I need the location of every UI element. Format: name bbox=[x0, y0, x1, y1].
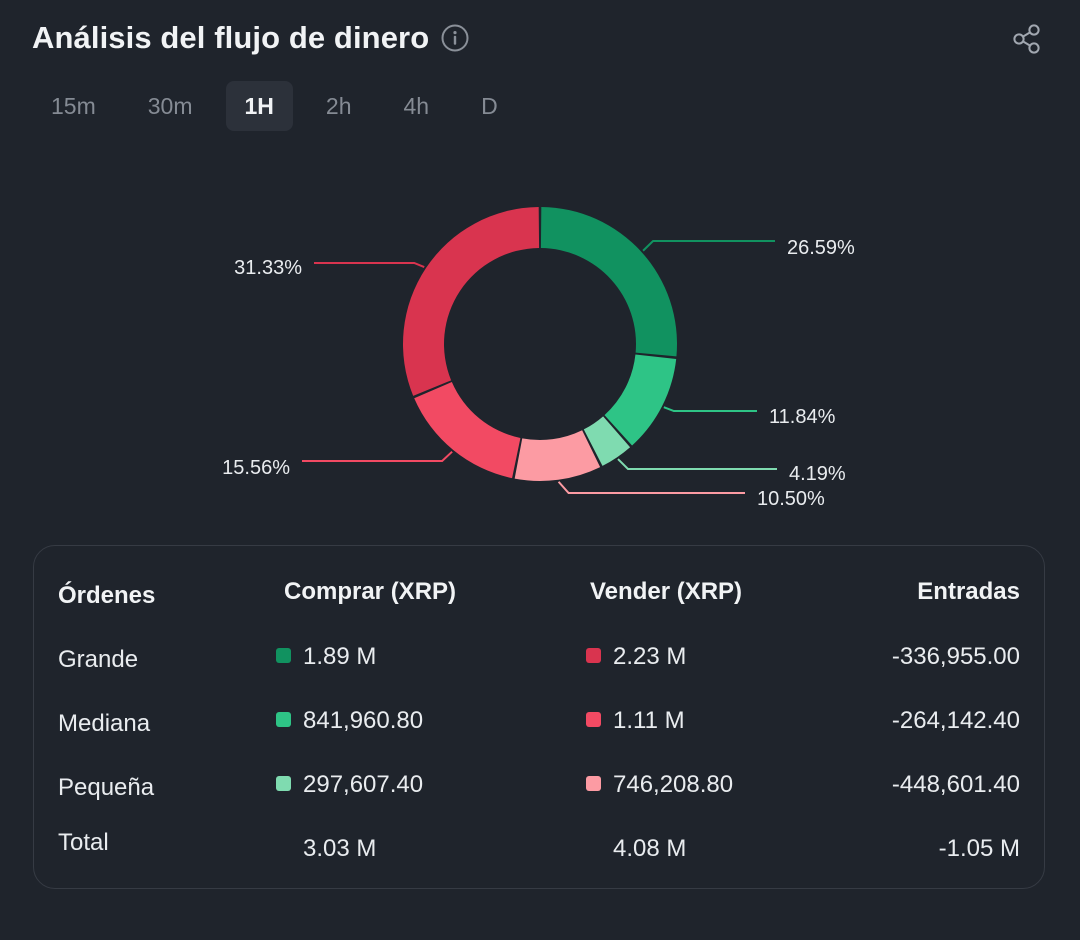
slice-label-2: 4.19% bbox=[789, 463, 846, 485]
sell-total-value: 4.08 M bbox=[613, 835, 687, 862]
info-circle-icon[interactable] bbox=[441, 24, 469, 52]
row-label-mediana: Mediana bbox=[58, 710, 151, 737]
orders-column-header: Órdenes bbox=[58, 582, 156, 609]
sell-medium-swatch bbox=[586, 712, 601, 727]
tab-d[interactable]: D bbox=[481, 92, 498, 119]
buy-large-value: 1.89 M bbox=[276, 643, 376, 671]
tab-30m[interactable]: 30m bbox=[147, 92, 193, 119]
inflow-small-value: -448,601.40 bbox=[891, 771, 1020, 798]
buy-large-text: 1.89 M bbox=[303, 643, 377, 670]
leader-line-0 bbox=[642, 240, 775, 252]
donut-slice-1[interactable] bbox=[604, 354, 677, 446]
donut-slice-4[interactable] bbox=[414, 382, 521, 479]
page-title: Análisis del flujo de dinero bbox=[32, 20, 430, 55]
leader-line-2 bbox=[617, 458, 777, 470]
inflow-column-header: Entradas bbox=[917, 578, 1020, 605]
inflow-medium-value: -264,142.40 bbox=[891, 707, 1020, 734]
sell-medium-value: 1.11 M bbox=[586, 707, 685, 735]
sell-small-swatch bbox=[586, 776, 601, 791]
header: Análisis del flujo de dinero bbox=[32, 14, 469, 62]
sell-large-value: 2.23 M bbox=[586, 643, 686, 671]
donut-slice-3[interactable] bbox=[514, 430, 601, 481]
timeframe-tabs: 15m 30m 1H 2h 4h D bbox=[32, 81, 531, 131]
inflow-large-value: -336,955.00 bbox=[891, 643, 1020, 670]
tab-4h[interactable]: 4h bbox=[403, 92, 430, 119]
buy-small-text: 297,607.40 bbox=[303, 771, 424, 798]
slice-label-1: 11.84% bbox=[769, 406, 836, 428]
buy-large-swatch bbox=[276, 648, 291, 663]
inflow-total-value: -1.05 M bbox=[938, 835, 1020, 862]
leader-line-5 bbox=[314, 262, 425, 268]
row-label-pequena: Pequeña bbox=[58, 774, 155, 801]
leader-line-4 bbox=[302, 450, 453, 462]
row-label-total: Total bbox=[58, 829, 109, 856]
leader-line-1 bbox=[663, 406, 757, 412]
tab-15m[interactable]: 15m bbox=[51, 92, 96, 119]
row-label-grande: Grande bbox=[58, 646, 139, 673]
buy-medium-swatch bbox=[276, 712, 291, 727]
buy-medium-text: 841,960.80 bbox=[303, 707, 424, 734]
slice-label-5: 31.33% bbox=[234, 257, 302, 279]
tab-1h[interactable]: 1H bbox=[225, 81, 293, 131]
tab-2h[interactable]: 2h bbox=[325, 92, 352, 119]
slice-label-4: 15.56% bbox=[222, 457, 290, 479]
buy-total-value: 3.03 M bbox=[303, 835, 377, 862]
sell-small-text: 746,208.80 bbox=[613, 771, 734, 798]
sell-column-header: Vender (XRP) bbox=[590, 578, 743, 605]
share-icon[interactable] bbox=[1008, 20, 1046, 58]
buy-medium-value: 841,960.80 bbox=[276, 707, 423, 735]
donut-slice-0[interactable] bbox=[540, 207, 677, 357]
sell-small-value: 746,208.80 bbox=[586, 771, 733, 799]
slice-label-3: 10.50% bbox=[757, 488, 825, 510]
donut-slice-5[interactable] bbox=[403, 207, 540, 396]
leader-line-3 bbox=[557, 481, 745, 494]
slice-label-0: 26.59% bbox=[787, 237, 855, 259]
sell-large-text: 2.23 M bbox=[613, 643, 687, 670]
buy-small-value: 297,607.40 bbox=[276, 771, 423, 799]
buy-column-header: Comprar (XRP) bbox=[284, 578, 457, 605]
money-flow-donut-chart: 26.59% 11.84% 4.19% 10.50% 15.56% 31.33% bbox=[222, 207, 855, 510]
sell-medium-text: 1.11 M bbox=[613, 707, 685, 734]
donut-slice-2[interactable] bbox=[583, 416, 631, 466]
orders-table: Órdenes Comprar (XRP) Vender (XRP) Entra… bbox=[33, 545, 1045, 889]
buy-small-swatch bbox=[276, 776, 291, 791]
sell-large-swatch bbox=[586, 648, 601, 663]
